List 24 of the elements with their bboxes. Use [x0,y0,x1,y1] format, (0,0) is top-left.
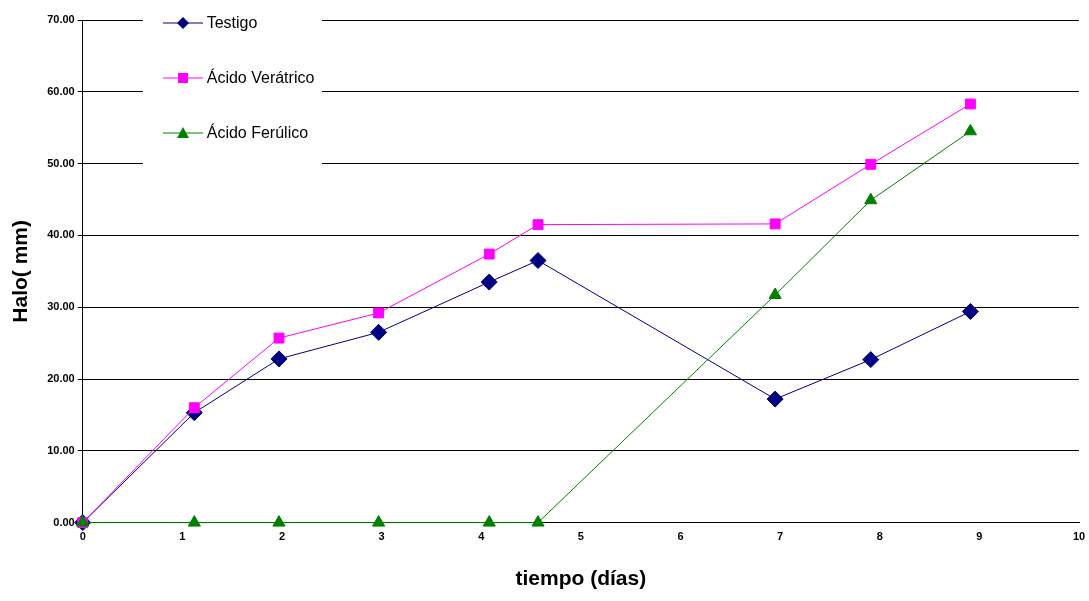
x-tick-label: 8 [876,530,883,543]
x-tick-label: 3 [378,530,385,543]
legend-label: Testigo [206,14,258,32]
legend-label: Ácido Ferúlico [206,124,309,142]
y-tick-label: 70.00 [47,13,75,26]
x-tick-label: 0 [79,530,86,543]
x-tick-label: 9 [976,530,983,543]
y-tick-label: 50.00 [47,156,75,169]
x-tick-label: 2 [278,530,286,543]
x-tick-label: 10 [1072,530,1086,543]
x-tick-label: 5 [577,530,584,543]
x-tick-label: 4 [478,530,486,543]
y-tick-label: 0.00 [53,515,75,528]
y-tick-label: 60.00 [47,84,75,97]
y-tick-label: 10.00 [47,443,75,456]
x-tick-label: 7 [777,530,784,543]
x-tick-label: 6 [677,530,684,543]
y-axis-title: Halo( mm) [8,219,32,323]
legend-label: Ácido Verátrico [206,69,315,87]
y-tick-label: 30.00 [47,300,75,313]
y-tick-label: 20.00 [47,372,75,385]
y-tick-label: 40.00 [47,228,75,241]
x-axis-title: tiempo (días) [515,566,647,590]
x-tick-label: 1 [179,530,186,543]
